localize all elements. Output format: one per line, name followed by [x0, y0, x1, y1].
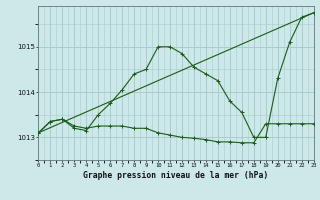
X-axis label: Graphe pression niveau de la mer (hPa): Graphe pression niveau de la mer (hPa)	[84, 171, 268, 180]
